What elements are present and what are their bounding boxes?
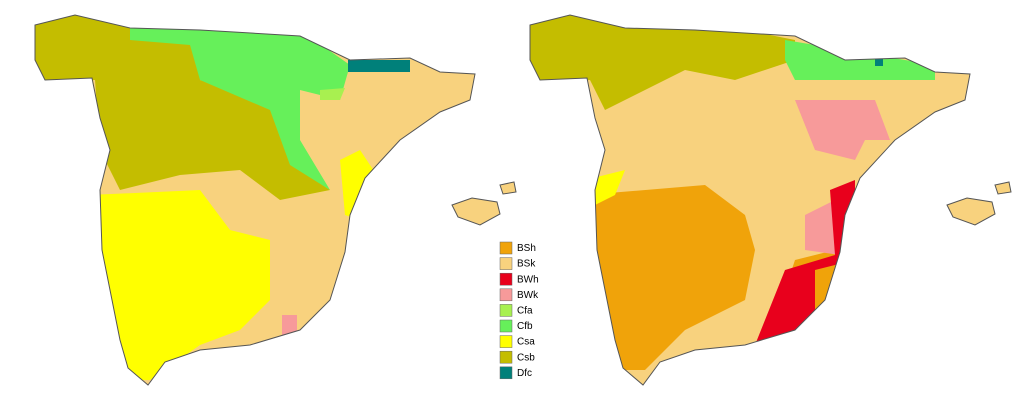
map-present [34,14,517,386]
legend-label: Cfb [517,321,533,332]
legend-label: Dfc [517,368,532,379]
legend-swatch [499,272,513,286]
legend-label: Csa [517,337,535,348]
legend-label: Cfa [517,306,533,317]
legend-swatch [499,241,513,255]
legend-swatch [499,366,513,380]
legend-swatch [499,319,513,333]
region-bwk [805,200,840,255]
region-bwk [795,100,890,160]
legend-swatch [499,288,513,302]
legend-swatch [499,304,513,317]
legend-label: BSk [517,259,536,270]
legend-swatch [499,335,513,348]
region-bwh [755,180,855,345]
legend: BSh BSk BWh BWk Cfa Cfb Csa Csb Dfc [499,241,539,380]
region-csa [90,190,270,380]
legend-swatch [499,257,513,270]
region-dfc [875,58,883,66]
legend-swatch [499,350,513,364]
map-future [529,14,1012,386]
region-csb [530,15,795,110]
legend-label: BWh [517,274,539,285]
region-cfa [320,88,345,100]
legend-label: BSh [517,243,536,254]
region-cfb [130,20,350,190]
region-dfc [348,60,410,72]
region-csa [340,150,380,220]
region-bwk [282,315,297,335]
region-bsh [585,185,755,370]
legend-label: Csb [517,352,535,363]
legend-label: BWk [517,290,539,301]
